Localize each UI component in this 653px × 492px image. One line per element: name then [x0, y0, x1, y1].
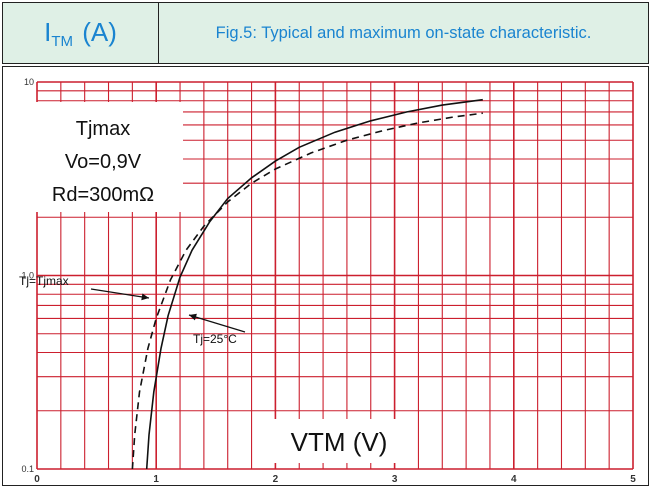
y-tick-label: 0.1: [21, 464, 34, 474]
parameter-line-3: Rd=300mΩ: [52, 184, 154, 206]
x-tick-label: 0: [34, 474, 40, 485]
parameter-line-1: Tjmax: [76, 118, 130, 140]
figure-title-cell: Fig.5: Typical and maximum on-state char…: [159, 3, 648, 63]
annotations: Tj=Tjmax Tj=25°C: [19, 274, 246, 346]
chart-frame: 0 1 2 3 4 5 0.1 1.0 10 Tjmax Vo=0,9V Rd=300mΩ Tj…: [2, 66, 649, 486]
y-tick-label: 10: [24, 77, 34, 87]
y-axis-subscript: TM: [51, 32, 73, 50]
x-tick-label: 1: [153, 474, 159, 485]
x-tick-label: 4: [511, 474, 517, 485]
x-tick-label: 3: [392, 474, 398, 485]
y-axis-symbol: I: [44, 16, 52, 47]
y-axis-unit: (A): [82, 16, 117, 47]
y-tick-label: 1.0: [21, 271, 34, 281]
parameter-box: [23, 102, 183, 212]
x-tick-label: 2: [273, 474, 279, 485]
on-state-chart: 0 1 2 3 4 5 0.1 1.0 10 Tjmax Vo=0,9V Rd=300mΩ Tj…: [19, 77, 636, 485]
figure-title: Fig.5: Typical and maximum on-state char…: [215, 23, 592, 42]
annotation-tj-25c-label: Tj=25°C: [193, 332, 237, 346]
tick-labels: 0 1 2 3 4 5 0.1 1.0 10: [21, 77, 636, 485]
parameter-line-2: Vo=0,9V: [65, 151, 142, 173]
x-tick-label: 5: [630, 474, 636, 485]
annotation-tj-max-label: Tj=Tjmax: [19, 274, 69, 288]
figure-header: ITM (A) Fig.5: Typical and maximum on-st…: [2, 2, 649, 64]
x-axis-title: VTM (V): [291, 427, 388, 457]
curve-tj-25c: [145, 98, 483, 470]
y-axis-label: ITM (A): [44, 17, 117, 50]
annotation-tj-max-arrow-head: [141, 293, 149, 301]
curve-tj-max: [131, 112, 483, 470]
annotation-tj-max-arrow: [90, 288, 150, 299]
annotation-tj-25c-arrow: [188, 314, 246, 333]
annotation-tj-25c-arrow-head: [189, 313, 197, 321]
y-axis-label-cell: ITM (A): [3, 3, 159, 63]
x-axis-title-bg: [271, 419, 407, 463]
grid: [36, 81, 634, 470]
curves: [131, 98, 483, 470]
